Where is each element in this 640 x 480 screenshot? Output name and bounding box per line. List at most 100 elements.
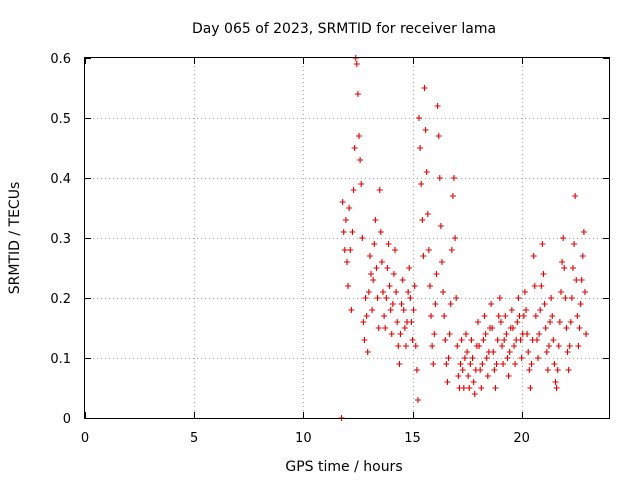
tick-labels: 0 5 10 15 20 0 0.1 0.2 0.3 0.4 0.5 0.6 [50, 52, 530, 446]
data-point [383, 295, 390, 301]
data-point [464, 349, 471, 355]
data-point [362, 295, 369, 301]
data-point [443, 361, 450, 367]
data-point [432, 301, 439, 307]
data-point [563, 325, 570, 331]
data-point [470, 379, 477, 385]
data-point [371, 241, 378, 247]
data-point [446, 331, 453, 337]
data-point [468, 337, 475, 343]
data-point [380, 289, 387, 295]
data-point [581, 289, 588, 295]
data-point [399, 277, 406, 283]
data-point [557, 289, 564, 295]
data-point [433, 271, 440, 277]
data-point [342, 217, 349, 223]
data-point [408, 319, 415, 325]
data-point [424, 211, 431, 217]
data-point [544, 367, 551, 373]
data-point [536, 331, 543, 337]
data-point [370, 277, 377, 283]
data-point [526, 367, 533, 373]
data-point [535, 355, 542, 361]
data-point [466, 385, 473, 391]
y-tick-label: 0 [63, 412, 71, 427]
data-point [454, 343, 461, 349]
data-point [386, 283, 393, 289]
data-point [542, 325, 549, 331]
data-point [509, 325, 516, 331]
data-point [566, 343, 573, 349]
data-point [489, 325, 496, 331]
data-point [357, 157, 364, 163]
data-point [499, 343, 506, 349]
data-point [520, 313, 527, 319]
data-point [449, 193, 456, 199]
data-point [491, 367, 498, 373]
data-point [437, 223, 444, 229]
data-point [469, 355, 476, 361]
data-point [482, 331, 489, 337]
data-point [462, 331, 469, 337]
data-point [573, 277, 580, 283]
data-point [583, 331, 590, 337]
data-point [577, 301, 584, 307]
data-point [512, 361, 519, 367]
data-point [401, 325, 408, 331]
data-point [533, 337, 540, 343]
data-point [351, 145, 358, 151]
data-point [406, 265, 413, 271]
data-point [346, 205, 353, 211]
data-point [419, 217, 426, 223]
data-point [392, 247, 399, 253]
data-point [458, 337, 465, 343]
data-point [524, 331, 531, 337]
data-point [339, 199, 346, 205]
data-point [376, 187, 383, 193]
data-point [567, 319, 574, 325]
data-point [444, 379, 451, 385]
data-point [503, 331, 510, 337]
data-point [480, 337, 487, 343]
data-point [418, 181, 425, 187]
data-point [564, 349, 571, 355]
data-point [369, 307, 376, 313]
data-point [375, 325, 382, 331]
data-point [407, 295, 414, 301]
data-point [475, 319, 481, 325]
data-point [561, 265, 568, 271]
data-point [478, 385, 485, 391]
data-point [345, 283, 352, 289]
data-point [429, 343, 436, 349]
data-point [527, 385, 534, 391]
data-point [395, 343, 402, 349]
data-point [506, 349, 513, 355]
data-point [548, 295, 555, 301]
data-point [553, 385, 560, 391]
data-point [511, 343, 518, 349]
data-point [460, 385, 467, 391]
y-axis-title: SRMTID / TECUs [7, 182, 23, 295]
data-point [387, 307, 394, 313]
data-point [483, 355, 490, 361]
data-point [393, 289, 400, 295]
data-point [409, 337, 416, 343]
data-point [549, 313, 556, 319]
data-point [477, 367, 484, 373]
data-point [494, 337, 501, 343]
data-point [374, 295, 381, 301]
x-axis-title: GPS time / hours [285, 459, 402, 475]
data-point [422, 127, 429, 133]
data-point [575, 343, 582, 349]
data-point [365, 289, 372, 295]
data-point [496, 295, 503, 301]
data-point [518, 355, 525, 361]
data-point [441, 313, 448, 319]
data-point [423, 169, 430, 175]
data-point [400, 307, 407, 313]
data-point [559, 259, 566, 265]
data-point [442, 337, 449, 343]
data-point [532, 313, 539, 319]
data-point [568, 295, 575, 301]
